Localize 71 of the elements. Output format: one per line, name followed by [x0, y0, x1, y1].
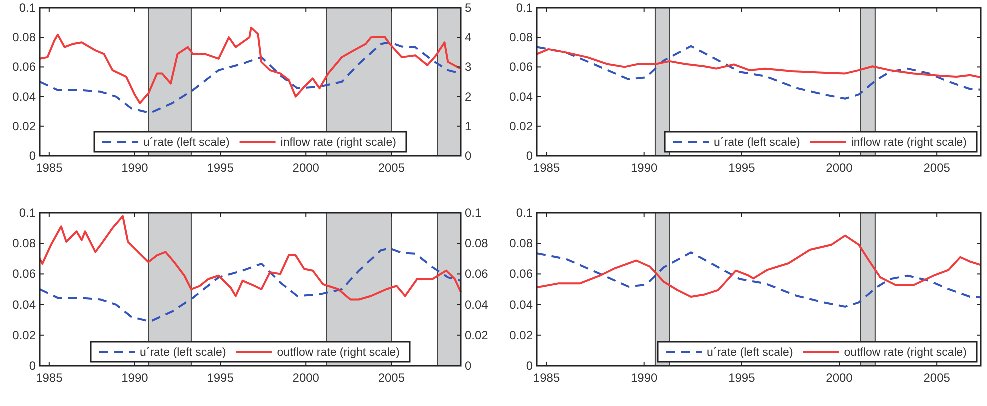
y2-tick-label: 4	[465, 30, 472, 45]
y2-tick-label: 0.1	[465, 206, 482, 220]
legend-label: u´rate (left scale)	[714, 137, 800, 149]
x-tick-label: 2005	[378, 371, 406, 385]
y-tick-label: 0.06	[510, 60, 534, 74]
x-tick-label: 1985	[36, 371, 64, 385]
line-series	[39, 26, 462, 104]
x-tick-label: 2000	[292, 371, 320, 385]
legend-label: inflow rate (right scale)	[280, 137, 397, 149]
x-tick-label: 1985	[36, 161, 64, 175]
y-tick-label: 0.08	[12, 236, 36, 251]
x-tick-label: 1995	[207, 371, 234, 385]
legend-label: u´rate (left scale)	[707, 347, 794, 359]
x-tick-label: 2000	[292, 161, 320, 175]
y-tick-label: 0.04	[510, 90, 534, 104]
legend-label: u´rate (left scale)	[144, 137, 230, 149]
x-tick-label: 1990	[630, 371, 658, 385]
x-tick-label: 1995	[207, 161, 234, 175]
y2-tick-label: 0.02	[465, 328, 489, 342]
y2-tick-label: 0.04	[465, 298, 489, 312]
line-series	[536, 45, 982, 100]
y2-tick-label: 1	[465, 119, 472, 134]
y-tick-label: 0.08	[12, 30, 36, 45]
y2-tick-label: 5	[465, 1, 472, 15]
x-tick-label: 2005	[924, 371, 951, 385]
legend-label: outflow rate (right scale)	[844, 347, 968, 359]
y-tick-label: 0.02	[12, 328, 36, 342]
y-tick-label: 0.1	[19, 206, 36, 220]
y2-tick-label: 3	[465, 60, 472, 74]
y-tick-label: 0.02	[12, 119, 36, 134]
y-tick-label: 0.06	[12, 267, 36, 282]
y-tick-label: 0.1	[516, 1, 534, 15]
y-tick-label: 0	[29, 149, 36, 163]
x-tick-label: 2000	[826, 161, 854, 175]
line-series	[536, 252, 982, 308]
x-tick-label: 1995	[728, 161, 756, 175]
y-tick-label: 0.04	[12, 298, 36, 312]
x-tick-label: 1990	[630, 161, 658, 175]
y2-tick-label: 2	[465, 90, 472, 104]
y-tick-label: 0.1	[516, 206, 534, 220]
y2-tick-label: 0	[465, 359, 472, 373]
x-tick-label: 2005	[378, 161, 406, 175]
x-tick-label: 2005	[924, 161, 951, 175]
x-tick-label: 1990	[122, 371, 149, 385]
line-series	[536, 234, 982, 298]
y-tick-label: 0.1	[19, 1, 36, 15]
y-tick-label: 0.06	[12, 60, 36, 74]
y2-tick-label: 0	[465, 149, 472, 163]
y-tick-label: 0	[29, 359, 36, 373]
y-tick-label: 0.06	[510, 267, 534, 282]
y-tick-label: 0.08	[510, 236, 534, 251]
y2-tick-label: 0.06	[465, 267, 489, 282]
x-tick-label: 1995	[728, 371, 756, 385]
line-series	[536, 48, 982, 79]
x-tick-label: 1985	[533, 371, 560, 385]
y-tick-label: 0.04	[12, 90, 36, 104]
y2-tick-label: 0.08	[465, 236, 489, 251]
y-tick-label: 0.02	[510, 328, 534, 342]
legend-label: inflow rate (right scale)	[851, 137, 968, 149]
legend-label: outflow rate (right scale)	[277, 347, 400, 359]
x-tick-label: 1990	[122, 161, 149, 175]
y-tick-label: 0	[526, 149, 534, 163]
line-series	[39, 248, 462, 323]
y-tick-label: 0.02	[510, 119, 534, 134]
line-series	[39, 215, 462, 301]
y-tick-label: 0	[526, 359, 534, 373]
legend-label: u´rate (left scale)	[140, 347, 226, 359]
x-tick-label: 2000	[826, 371, 854, 385]
x-tick-label: 1985	[533, 161, 560, 175]
y-tick-label: 0.04	[510, 298, 534, 312]
y-tick-label: 0.08	[510, 30, 534, 45]
